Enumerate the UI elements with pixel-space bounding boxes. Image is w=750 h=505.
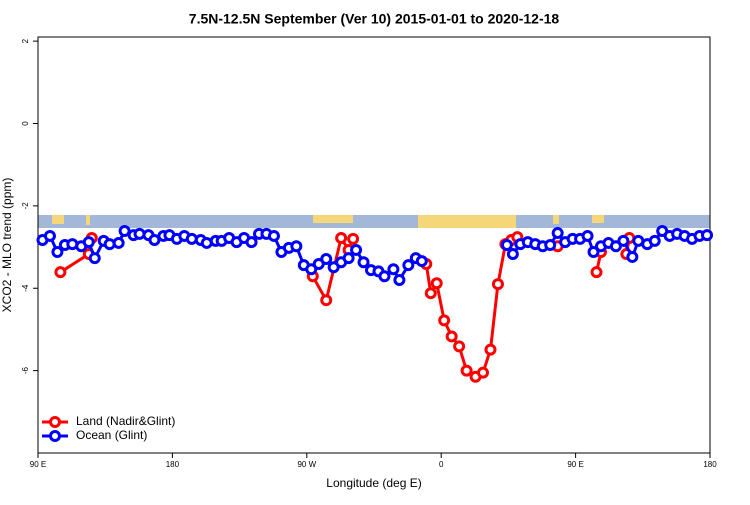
x-tick-label: 0 xyxy=(439,460,444,469)
y-tick-label: -6 xyxy=(21,367,30,375)
data-point xyxy=(424,287,437,300)
data-point xyxy=(378,270,391,283)
y-tick-label: 0 xyxy=(21,121,30,126)
land-patch xyxy=(86,215,90,225)
data-point xyxy=(393,274,406,287)
data-point xyxy=(544,239,557,251)
data-point xyxy=(701,229,714,242)
legend-label: Land (Nadir&Glint) xyxy=(76,414,175,428)
land-patch xyxy=(592,215,604,223)
data-point xyxy=(430,277,443,290)
data-point xyxy=(590,266,603,279)
data-point xyxy=(54,266,67,279)
x-tick-label: 180 xyxy=(166,460,180,469)
land-patch xyxy=(313,215,353,223)
data-point xyxy=(245,236,258,249)
data-point xyxy=(626,250,639,263)
data-point xyxy=(551,227,564,240)
data-point xyxy=(112,236,125,249)
data-point xyxy=(477,366,490,379)
data-point xyxy=(484,343,497,356)
data-point xyxy=(387,263,400,276)
data-point xyxy=(587,246,600,259)
data-point xyxy=(305,263,318,276)
data-point xyxy=(402,259,415,272)
land-patch xyxy=(52,215,64,224)
data-point xyxy=(609,240,622,253)
land-patch xyxy=(553,215,559,224)
x-tick-label: 90 E xyxy=(30,460,46,469)
data-point xyxy=(320,253,333,266)
data-point xyxy=(581,229,594,242)
data-point xyxy=(491,278,504,291)
data-point xyxy=(118,224,131,237)
x-tick-label: 90 E xyxy=(567,460,583,469)
data-point xyxy=(415,255,428,268)
data-point xyxy=(290,240,303,253)
data-point xyxy=(267,229,280,242)
data-point xyxy=(350,243,363,256)
legend-label: Ocean (Glint) xyxy=(76,428,147,442)
data-point xyxy=(438,314,451,327)
legend-marker xyxy=(49,416,61,428)
data-point xyxy=(445,330,458,343)
data-point xyxy=(320,294,333,307)
y-tick-label: 2 xyxy=(21,38,30,43)
y-tick-label: -2 xyxy=(21,202,30,210)
land-patch xyxy=(418,215,516,228)
data-point xyxy=(82,236,95,249)
data-point xyxy=(506,248,519,261)
x-axis-label: Longitude (deg E) xyxy=(326,476,421,490)
data-point xyxy=(453,340,466,353)
data-point xyxy=(148,234,161,247)
data-point xyxy=(43,229,56,242)
data-point xyxy=(88,252,101,265)
legend-marker xyxy=(49,430,61,442)
data-point xyxy=(500,239,513,251)
data-point xyxy=(51,246,64,259)
data-point xyxy=(335,231,348,244)
y-axis-label: XCO2 - MLO trend (ppm) xyxy=(0,178,14,313)
data-point xyxy=(342,252,355,265)
data-point xyxy=(460,364,473,377)
map-strip xyxy=(38,215,710,228)
data-point xyxy=(357,256,370,269)
data-point xyxy=(648,234,661,247)
x-tick-label: 90 W xyxy=(297,460,316,469)
plot-frame xyxy=(37,36,711,454)
x-tick-label: 180 xyxy=(703,460,717,469)
y-tick-label: -4 xyxy=(21,284,30,292)
chart-title: 7.5N-12.5N September (Ver 10) 2015-01-01… xyxy=(189,11,560,27)
ocean-strip xyxy=(38,215,710,228)
data-point xyxy=(617,234,630,247)
data-point xyxy=(347,232,360,245)
